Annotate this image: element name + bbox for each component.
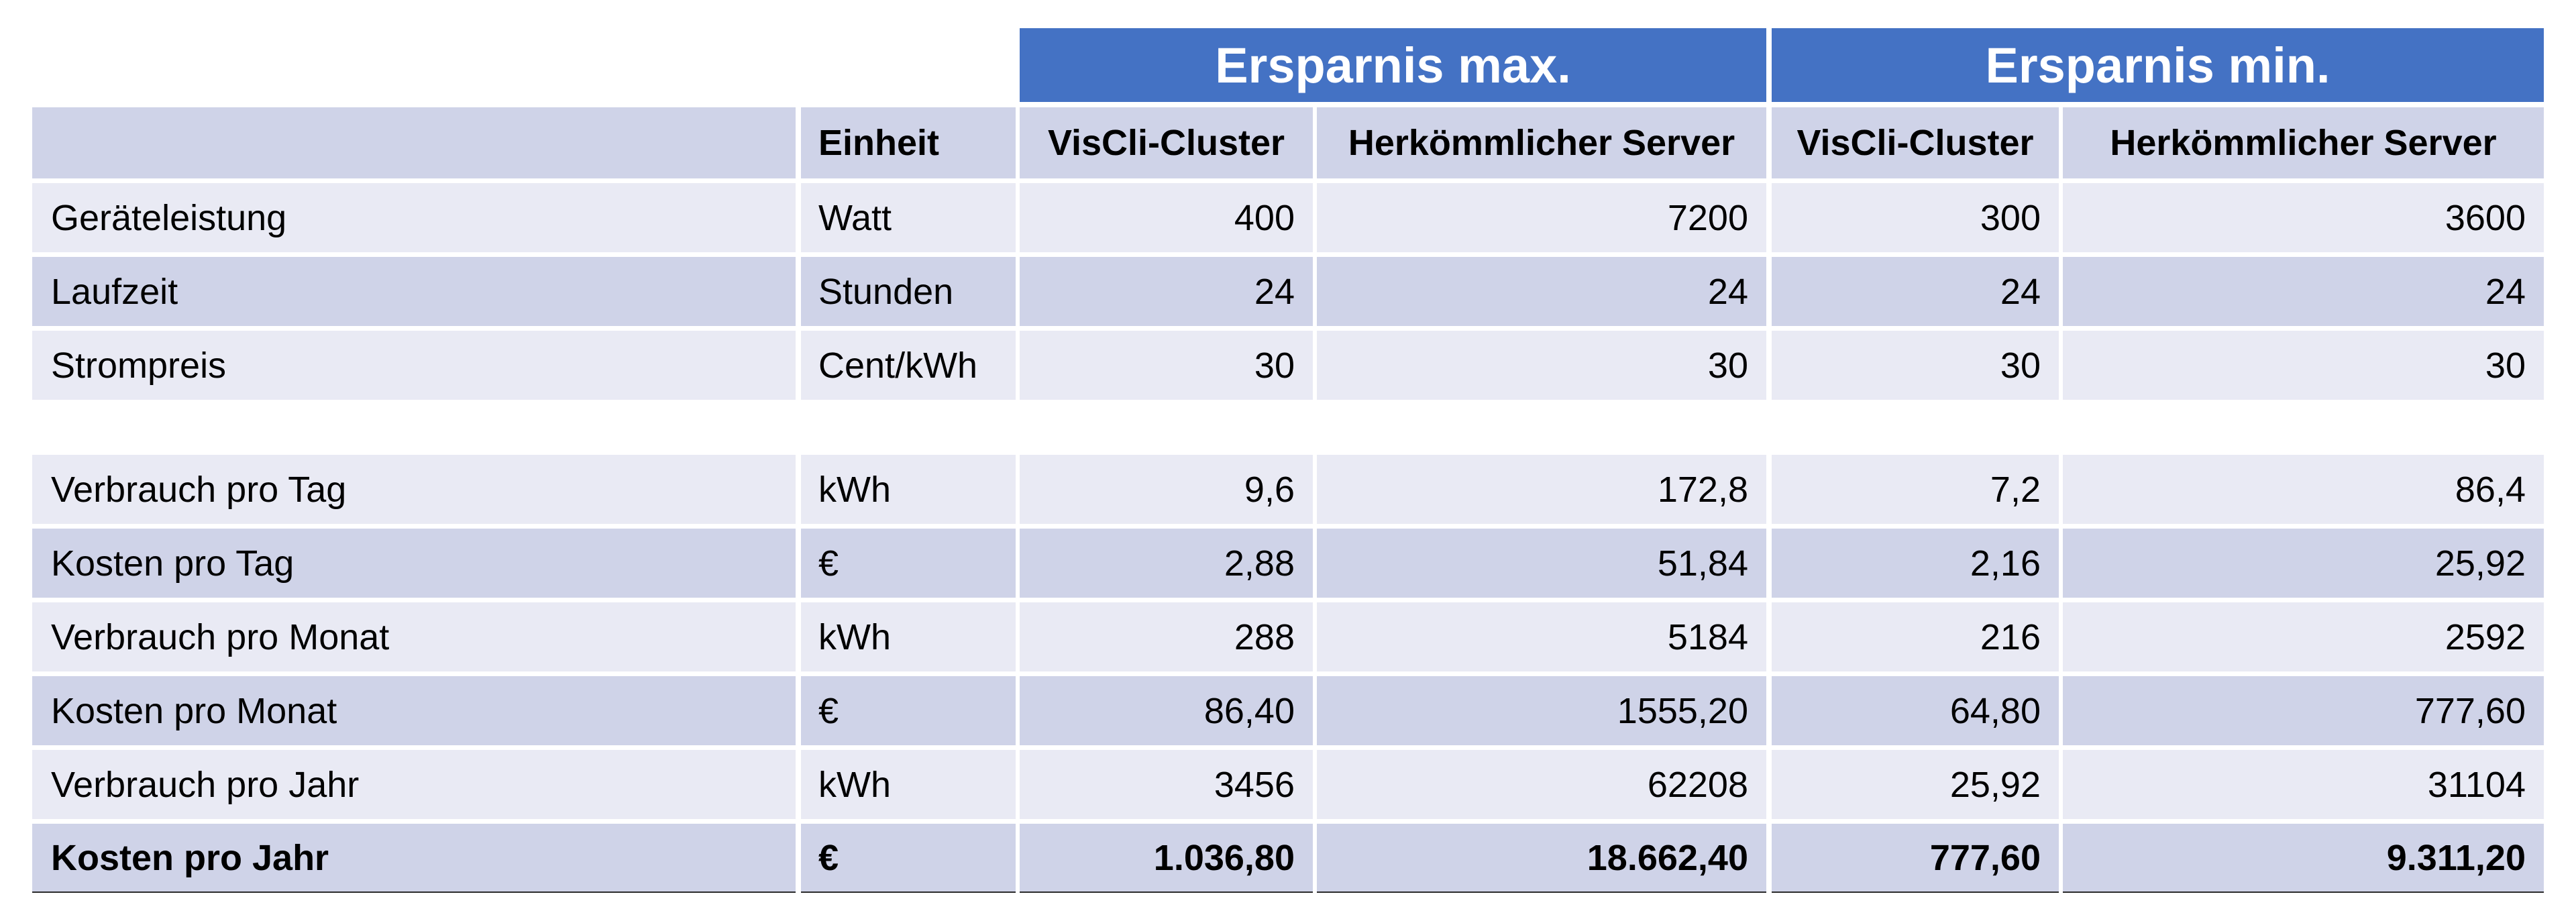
value-cell: 30 (1020, 331, 1313, 400)
value-cell: 2592 (2063, 602, 2544, 671)
value-cell: 25,92 (1772, 750, 2059, 819)
row-label: Strompreis (32, 331, 796, 400)
value-cell: 30 (2063, 331, 2544, 400)
value-cell: 64,80 (1772, 676, 2059, 745)
table-row-strompreis: Strompreis Cent/kWh 30 30 30 30 (32, 331, 2544, 400)
row-label: Kosten pro Tag (32, 529, 796, 598)
value-cell: 86,40 (1020, 676, 1313, 745)
table-row-kosten-pro-jahr-total: Kosten pro Jahr € 1.036,80 18.662,40 777… (32, 824, 2544, 893)
value-cell: 51,84 (1317, 529, 1766, 598)
group-header-ersparnis-min: Ersparnis min. (1772, 28, 2544, 102)
column-header-empty (32, 107, 796, 178)
unit-cell: Cent/kWh (801, 331, 1016, 400)
table-row-geraeteleistung: Geräteleistung Watt 400 7200 300 3600 (32, 183, 2544, 252)
unit-cell: kWh (801, 750, 1016, 819)
value-cell: 3456 (1020, 750, 1313, 819)
table-row-kosten-pro-tag: Kosten pro Tag € 2,88 51,84 2,16 25,92 (32, 529, 2544, 598)
section-spacer (32, 404, 2544, 455)
value-cell: 216 (1772, 602, 2059, 671)
value-cell: 30 (1317, 331, 1766, 400)
row-label: Verbrauch pro Tag (32, 455, 796, 524)
cost-comparison-table: Ersparnis max. Ersparnis min. Einheit Vi… (32, 28, 2544, 898)
column-header-viscli-min: VisCli-Cluster (1772, 107, 2059, 178)
column-header-row: Einheit VisCli-Cluster Herkömmlicher Ser… (32, 107, 2544, 178)
value-cell: 24 (1772, 257, 2059, 326)
group-header-ersparnis-max: Ersparnis max. (1020, 28, 1766, 102)
value-cell: 1.036,80 (1020, 824, 1313, 893)
value-cell: 1555,20 (1317, 676, 1766, 745)
unit-cell: Stunden (801, 257, 1016, 326)
value-cell: 2,16 (1772, 529, 2059, 598)
unit-cell: Watt (801, 183, 1016, 252)
group-header-row: Ersparnis max. Ersparnis min. (32, 28, 2544, 102)
unit-cell: € (801, 529, 1016, 598)
value-cell: 9.311,20 (2063, 824, 2544, 893)
value-cell: 24 (1020, 257, 1313, 326)
group-header-spacer (32, 28, 1020, 102)
value-cell: 18.662,40 (1317, 824, 1766, 893)
value-cell: 777,60 (2063, 676, 2544, 745)
table-row-verbrauch-pro-tag: Verbrauch pro Tag kWh 9,6 172,8 7,2 86,4 (32, 455, 2544, 524)
row-label: Verbrauch pro Monat (32, 602, 796, 671)
row-label: Kosten pro Jahr (32, 824, 796, 893)
table-row-verbrauch-pro-jahr: Verbrauch pro Jahr kWh 3456 62208 25,92 … (32, 750, 2544, 819)
value-cell: 25,92 (2063, 529, 2544, 598)
value-cell: 24 (1317, 257, 1766, 326)
column-header-server-min: Herkömmlicher Server (2063, 107, 2544, 178)
table-row-laufzeit: Laufzeit Stunden 24 24 24 24 (32, 257, 2544, 326)
table-row-verbrauch-pro-monat: Verbrauch pro Monat kWh 288 5184 216 259… (32, 602, 2544, 671)
unit-cell: € (801, 676, 1016, 745)
value-cell: 288 (1020, 602, 1313, 671)
value-cell: 30 (1772, 331, 2059, 400)
row-label: Kosten pro Monat (32, 676, 796, 745)
column-header-server-max: Herkömmlicher Server (1317, 107, 1766, 178)
row-label: Verbrauch pro Jahr (32, 750, 796, 819)
value-cell: 2,88 (1020, 529, 1313, 598)
column-header-viscli-max: VisCli-Cluster (1020, 107, 1313, 178)
value-cell: 400 (1020, 183, 1313, 252)
value-cell: 62208 (1317, 750, 1766, 819)
value-cell: 7200 (1317, 183, 1766, 252)
value-cell: 300 (1772, 183, 2059, 252)
value-cell: 777,60 (1772, 824, 2059, 893)
value-cell: 24 (2063, 257, 2544, 326)
group-header-gap (1766, 28, 1772, 102)
row-label: Geräteleistung (32, 183, 796, 252)
row-label: Laufzeit (32, 257, 796, 326)
value-cell: 9,6 (1020, 455, 1313, 524)
value-cell: 5184 (1317, 602, 1766, 671)
unit-cell: € (801, 824, 1016, 893)
unit-cell: kWh (801, 602, 1016, 671)
column-header-einheit: Einheit (801, 107, 1016, 178)
value-cell: 31104 (2063, 750, 2544, 819)
value-cell: 86,4 (2063, 455, 2544, 524)
value-cell: 7,2 (1772, 455, 2059, 524)
unit-cell: kWh (801, 455, 1016, 524)
value-cell: 172,8 (1317, 455, 1766, 524)
value-cell: 3600 (2063, 183, 2544, 252)
table-row-kosten-pro-monat: Kosten pro Monat € 86,40 1555,20 64,80 7… (32, 676, 2544, 745)
